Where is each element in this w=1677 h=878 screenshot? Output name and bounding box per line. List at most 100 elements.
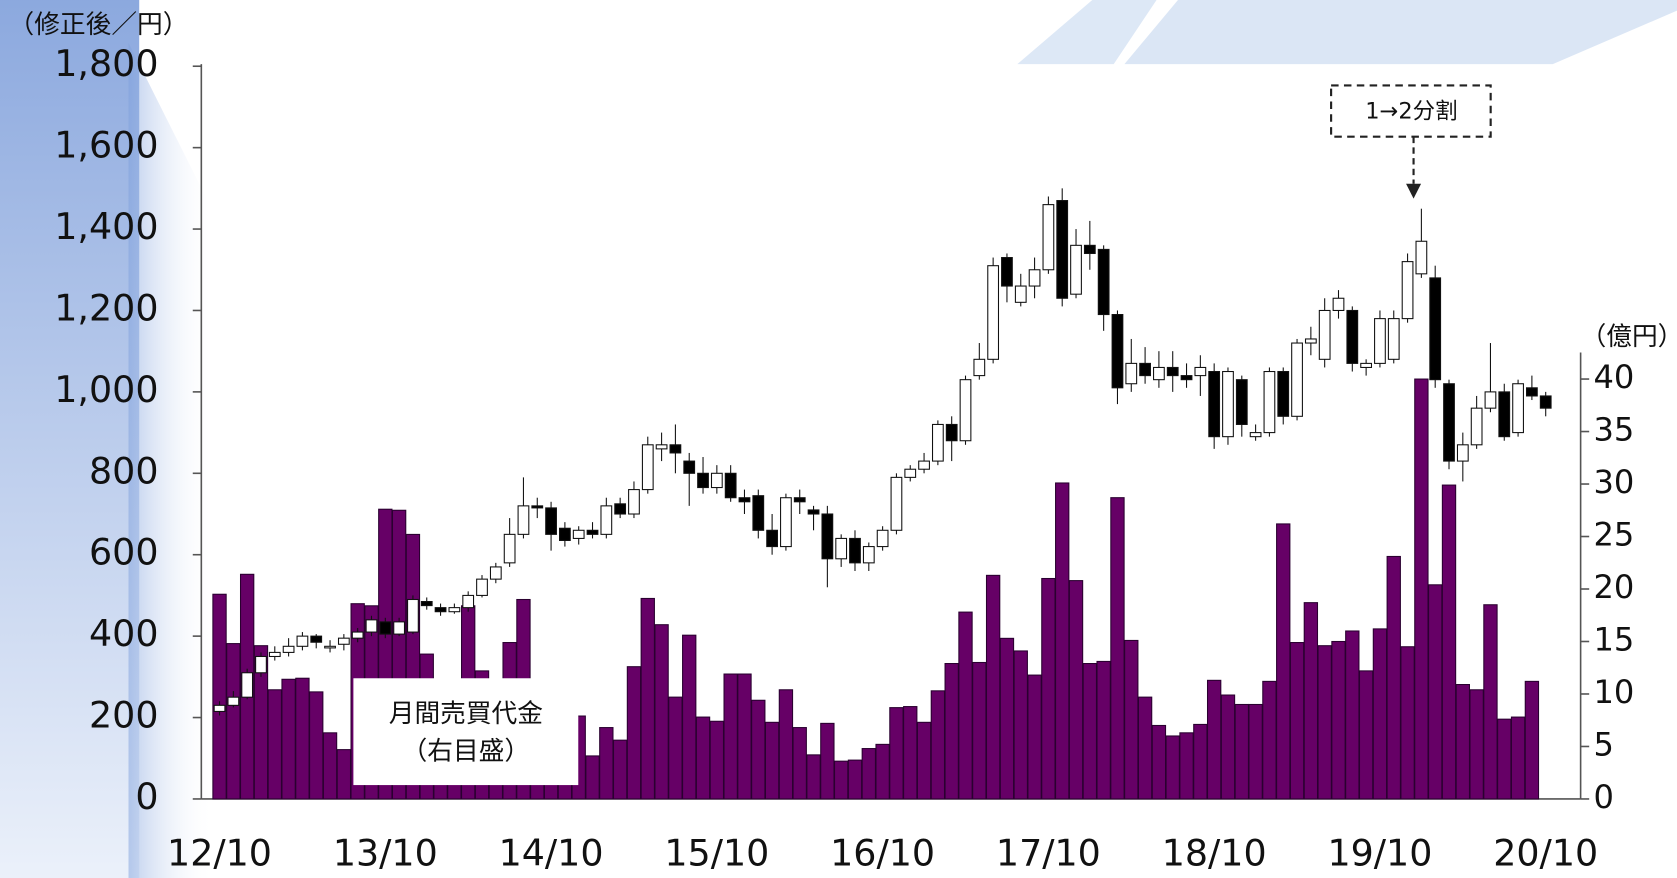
volume-bar — [309, 691, 324, 800]
y2-tick-label: 25 — [1593, 516, 1634, 554]
volume-bar — [640, 597, 655, 800]
y2-tick-label: 10 — [1593, 673, 1634, 711]
candle-body — [1125, 362, 1138, 385]
candle-body — [1056, 200, 1069, 299]
volume-bar — [889, 707, 904, 800]
volume-bar — [1151, 724, 1167, 800]
candle-body — [614, 503, 627, 515]
candle-body — [268, 651, 281, 658]
volume-bar — [654, 624, 669, 800]
candle-body — [862, 546, 875, 564]
candle-body — [1429, 277, 1442, 381]
candle-body — [890, 476, 903, 531]
x-tick-label: 18/10 — [1162, 832, 1267, 875]
candle-body — [835, 537, 848, 560]
volume-bar — [1428, 584, 1443, 800]
candle-body — [918, 460, 930, 470]
volume-bar — [903, 706, 918, 800]
candle-body — [1001, 257, 1013, 287]
candle-body — [1374, 318, 1386, 364]
volume-bar — [1165, 735, 1180, 800]
volume-bar — [834, 760, 849, 800]
candle-body — [1484, 391, 1497, 409]
volume-bar — [1303, 602, 1319, 800]
candle-body — [959, 379, 972, 442]
candle-body — [213, 704, 226, 712]
volume-bar — [1345, 630, 1360, 800]
y-tick-label: 0 — [135, 775, 158, 818]
candle-body — [1235, 379, 1248, 425]
volume-bar — [1497, 718, 1512, 800]
candle-body — [1222, 370, 1234, 438]
candle-body — [1097, 248, 1110, 316]
x-tick-label: 17/10 — [996, 832, 1101, 875]
candle-body — [517, 505, 530, 535]
volume-bar — [1372, 628, 1388, 800]
candles — [213, 188, 1552, 716]
y2-axis-label: （億円） — [1581, 322, 1677, 352]
candle-body — [752, 495, 765, 531]
y-tick-label: 400 — [89, 612, 158, 655]
volume-bar — [1455, 684, 1470, 800]
candle-body — [628, 489, 640, 515]
candle-body — [407, 598, 419, 633]
volume-bar — [1124, 639, 1139, 800]
candle-body — [434, 607, 447, 613]
volume-bar — [1027, 674, 1042, 800]
candle-body — [476, 578, 488, 596]
volume-bar — [1358, 670, 1374, 800]
volume-bar — [1276, 523, 1291, 800]
candle-body — [448, 607, 461, 613]
candle-body — [683, 460, 696, 474]
y-tick-label: 1,800 — [54, 42, 158, 85]
volume-bar — [281, 678, 296, 800]
candle-body — [669, 444, 682, 454]
candle-body — [1208, 370, 1221, 438]
candle-body — [1194, 366, 1207, 377]
volume-bar — [585, 755, 600, 800]
candle-body — [641, 444, 654, 491]
volume-bar — [875, 743, 890, 800]
candle-body — [1166, 366, 1179, 377]
candle-body — [503, 533, 516, 564]
volume-bar — [226, 643, 241, 800]
volume-bar — [1441, 484, 1457, 800]
volume-bar — [820, 722, 835, 800]
y2-tick-label: 30 — [1593, 463, 1634, 501]
candle-body — [282, 645, 295, 653]
candle-body — [738, 497, 751, 503]
x-tick-label: 16/10 — [830, 832, 935, 875]
y-tick-label: 1,200 — [54, 286, 158, 329]
candle-body — [1153, 366, 1165, 381]
candle-body — [462, 594, 475, 609]
x-tick-label: 14/10 — [499, 832, 604, 875]
volume-bar — [1248, 703, 1263, 800]
candle-body — [1083, 244, 1096, 255]
volume-bar — [1013, 650, 1028, 800]
volume-bar — [751, 699, 766, 800]
volume-bar — [806, 754, 821, 800]
candle-body — [655, 444, 668, 450]
annotation-text: 1→2分割 — [1365, 99, 1457, 125]
annotation: 1→2分割 — [1330, 84, 1492, 199]
volume-bar — [985, 574, 1001, 800]
volume-bar — [1179, 732, 1194, 800]
candle-body — [973, 358, 986, 377]
candle-body — [1526, 387, 1538, 397]
volume-bar — [212, 593, 227, 800]
volume-bar — [1110, 497, 1125, 800]
volume-bar — [737, 673, 752, 800]
candle-body — [1401, 261, 1414, 320]
candle-body — [600, 505, 613, 535]
candle-body — [876, 529, 889, 548]
volume-note: （右目盛） — [402, 736, 530, 766]
candle-body — [766, 529, 778, 548]
volume-bar — [1206, 679, 1222, 800]
candle-body — [945, 423, 958, 442]
volume-bar — [1510, 716, 1526, 800]
volume-bar — [1317, 645, 1332, 800]
volume-bar — [1137, 696, 1153, 800]
y-tick-label: 1,400 — [54, 205, 158, 248]
candle-body — [1470, 407, 1483, 446]
